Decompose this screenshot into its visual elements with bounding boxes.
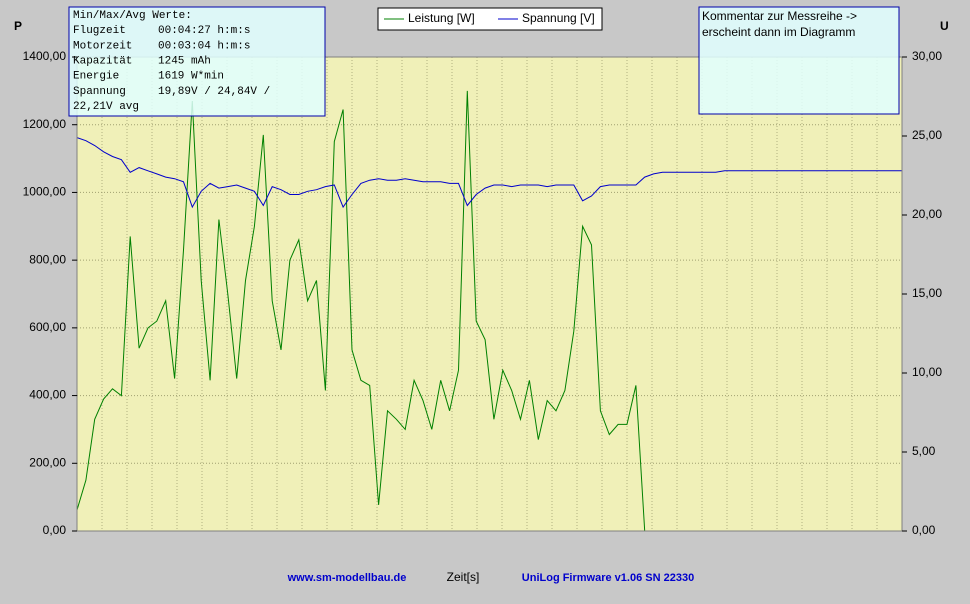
info-text: 1619 W*min	[158, 71, 224, 83]
y2-axis-label: U	[940, 19, 949, 33]
y2-tick-label: 5,00	[912, 444, 936, 458]
series-line	[76, 90, 646, 532]
legend-box	[377, 7, 603, 31]
y2-tick-label: 25,00	[912, 128, 942, 142]
footer-right: UniLog Firmware v1.06 SN 22330	[522, 572, 694, 584]
y-tick-label: 0,00	[43, 523, 67, 537]
footer-left: www.sm-modellbau.de	[287, 572, 407, 584]
info-text: Min/Max/Avg Werte:	[73, 10, 192, 22]
y2-tick-label: 20,00	[912, 207, 942, 221]
y-axis-label: P	[14, 19, 22, 33]
legend-label: Spannung [V]	[522, 11, 595, 25]
comment-line: erscheint dann im Diagramm	[702, 25, 855, 39]
y-tick-label: 1400,00	[23, 49, 67, 63]
plot-area	[77, 57, 902, 531]
info-text: 22,21V avg	[73, 101, 139, 113]
info-text: 00:04:27 h:m:s	[158, 25, 250, 37]
y2-tick-label: 0,00	[912, 523, 936, 537]
y-tick-label: 1200,00	[23, 117, 67, 131]
info-text: Kapazität	[73, 56, 132, 68]
y-tick-label: 400,00	[29, 388, 66, 402]
series-line	[76, 137, 902, 209]
info-text: 00:03:04 h:m:s	[158, 40, 250, 52]
comment-box	[698, 6, 900, 115]
info-text: 1245 mAh	[158, 56, 211, 68]
x-axis-label: Zeit[s]	[447, 570, 480, 584]
info-text: Flugzeit	[73, 25, 126, 37]
y2-tick-label: 30,00	[912, 49, 942, 63]
y-tick-label: 600,00	[29, 320, 66, 334]
y-tick-label: 800,00	[29, 252, 66, 266]
y-tick-label: 1000,00	[23, 185, 67, 199]
y-tick-label: 200,00	[29, 455, 66, 469]
info-text: 19,89V / 24,84V /	[158, 86, 270, 98]
info-text: Motorzeit	[73, 40, 132, 52]
info-text: Spannung	[73, 86, 126, 98]
info-box	[68, 6, 326, 117]
legend-label: Leistung [W]	[408, 11, 475, 25]
comment-line: Kommentar zur Messreihe ->	[702, 9, 857, 23]
info-text: Energie	[73, 71, 119, 83]
y2-tick-label: 10,00	[912, 365, 942, 379]
y2-tick-label: 15,00	[912, 286, 942, 300]
